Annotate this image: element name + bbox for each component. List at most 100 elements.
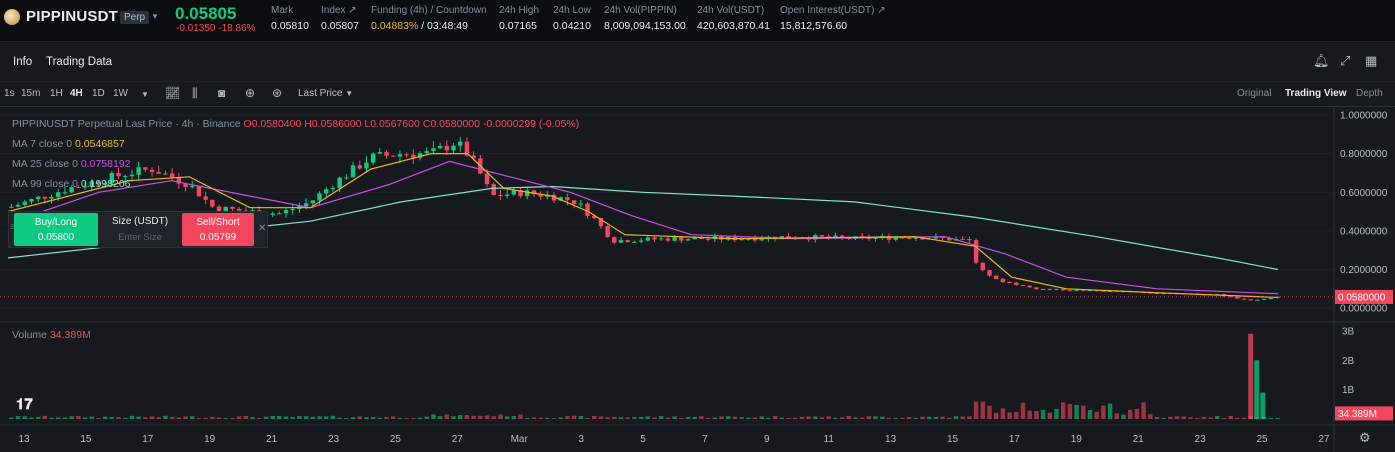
settings-icon[interactable]: ⊛: [272, 86, 283, 100]
candle-body: [102, 183, 108, 185]
index-info-icon[interactable]: ↗: [348, 5, 357, 16]
candle-body: [819, 235, 825, 237]
volume-bar: [1007, 412, 1012, 419]
size-input[interactable]: [102, 231, 178, 244]
candle-body: [9, 206, 14, 208]
candle-body: [96, 181, 101, 185]
volume-bar: [518, 414, 523, 419]
volume-bar: [283, 416, 289, 419]
open-interest-info-icon[interactable]: ↗: [877, 5, 886, 16]
volume-bar: [303, 416, 309, 419]
timeframe-1w[interactable]: 1W: [113, 88, 128, 99]
volume-bar: [953, 416, 959, 419]
volume-bar: [806, 416, 811, 419]
volume-bar: [813, 416, 818, 419]
price-type-select[interactable]: Last Price ▼: [298, 88, 354, 99]
chevron-down-icon[interactable]: ▼: [151, 12, 159, 21]
candle-body: [1101, 290, 1106, 292]
volume-bar: [491, 416, 496, 419]
price-tick-label: 0.0000000: [1340, 304, 1388, 315]
volume-bar: [752, 417, 758, 419]
candle-body: [283, 210, 289, 214]
volume-bar: [116, 417, 121, 419]
settings-icon[interactable]: ⚙︎: [1359, 430, 1371, 445]
current-price-label: 0.0580000: [1338, 292, 1386, 303]
volume-bar: [551, 418, 557, 419]
candle-body: [1261, 298, 1267, 300]
volume-bar: [1194, 418, 1200, 419]
stat-open-interest: Open Interest(USDT) ↗ 15,812,576.60: [780, 5, 886, 32]
date-tick-label: 13: [18, 434, 30, 445]
volume-bar: [712, 417, 718, 419]
timeframe-15m[interactable]: 15m: [21, 88, 41, 99]
tab-trading-data[interactable]: Trading Data: [46, 56, 113, 68]
timeframe-1s[interactable]: 1s: [4, 88, 15, 99]
candle-body: [317, 193, 322, 201]
volume-bar: [89, 416, 94, 419]
volume-bar: [719, 416, 724, 419]
timeframe-1h[interactable]: 1H: [50, 88, 63, 99]
view-original[interactable]: Original: [1237, 88, 1272, 99]
tradingview-logo: 𝟏𝟕: [16, 396, 33, 413]
candle-body: [1020, 284, 1026, 286]
volume-bar: [531, 417, 537, 419]
timeframe-4h[interactable]: 4H: [70, 88, 83, 99]
candle-type-icon[interactable]: ⫼: [192, 86, 198, 100]
volume-bar: [940, 416, 945, 419]
candle-body: [444, 145, 450, 151]
candle-body: [216, 206, 222, 212]
volume-bar: [632, 417, 637, 419]
drag-handle-icon[interactable]: ≡: [10, 222, 16, 233]
volume-bar: [926, 416, 932, 419]
candle-body: [270, 213, 275, 215]
bell-icon[interactable]: 🔔︎: [1313, 53, 1330, 68]
volume-bar: [69, 416, 74, 419]
indicator-icon[interactable]: 📈︎: [165, 86, 181, 100]
add-icon[interactable]: ⊕: [245, 86, 256, 100]
grid-icon[interactable]: ▦: [1365, 53, 1378, 68]
sell-short-button[interactable]: Sell/Short 0.05799: [182, 213, 254, 246]
price-chart[interactable]: 1.0000000 0.8000000 0.6000000 0.4000000 0.20…: [0, 107, 1395, 452]
volume-bar: [819, 417, 825, 419]
stat-label: Mark: [271, 5, 294, 16]
screenshot-icon[interactable]: ◙: [218, 86, 226, 100]
candle-body: [1248, 299, 1253, 301]
view-depth[interactable]: Depth: [1356, 88, 1383, 99]
candle-body: [906, 237, 912, 239]
expand-icon[interactable]: ⤢: [1340, 53, 1351, 68]
candle-body: [618, 240, 624, 243]
ma99-legend: MA 99 close 0 0.1998206: [12, 178, 131, 190]
symbol-name[interactable]: PIPPINUSDT: [26, 8, 119, 25]
date-tick-label: 21: [266, 434, 278, 445]
buy-long-button[interactable]: Buy/Long 0.05800: [14, 213, 98, 246]
volume-bar: [618, 417, 624, 419]
close-icon[interactable]: ✕: [258, 223, 267, 234]
view-trading-view[interactable]: Trading View: [1285, 88, 1347, 99]
volume-bar: [1174, 416, 1180, 419]
date-tick-label: 19: [204, 434, 216, 445]
timeframe-1d[interactable]: 1D: [92, 88, 105, 99]
date-tick-label: Mar: [511, 434, 529, 445]
candle-body: [404, 154, 409, 156]
tab-info[interactable]: Info: [13, 56, 33, 68]
candle-body: [1040, 288, 1046, 290]
candle-body: [437, 145, 443, 149]
volume-bar: [886, 417, 892, 419]
candle-body: [980, 262, 985, 271]
sell-label: Sell/Short: [196, 217, 240, 228]
volume-bar: [451, 416, 456, 419]
candle-body: [1027, 285, 1032, 288]
volume-bar: [766, 417, 771, 419]
candle-body: [357, 165, 362, 169]
candle-body: [1067, 290, 1073, 292]
volume-bar: [980, 401, 985, 419]
volume-bar: [377, 417, 383, 419]
volume-bar: [49, 417, 54, 419]
candle-body: [511, 190, 517, 195]
volume-bar: [558, 417, 563, 419]
timeframe-more-chevron-icon[interactable]: ▼: [141, 90, 149, 99]
volume-bar: [1074, 404, 1079, 419]
volume-bar: [625, 417, 630, 419]
candle-body: [451, 145, 456, 151]
candle-body: [384, 152, 389, 156]
